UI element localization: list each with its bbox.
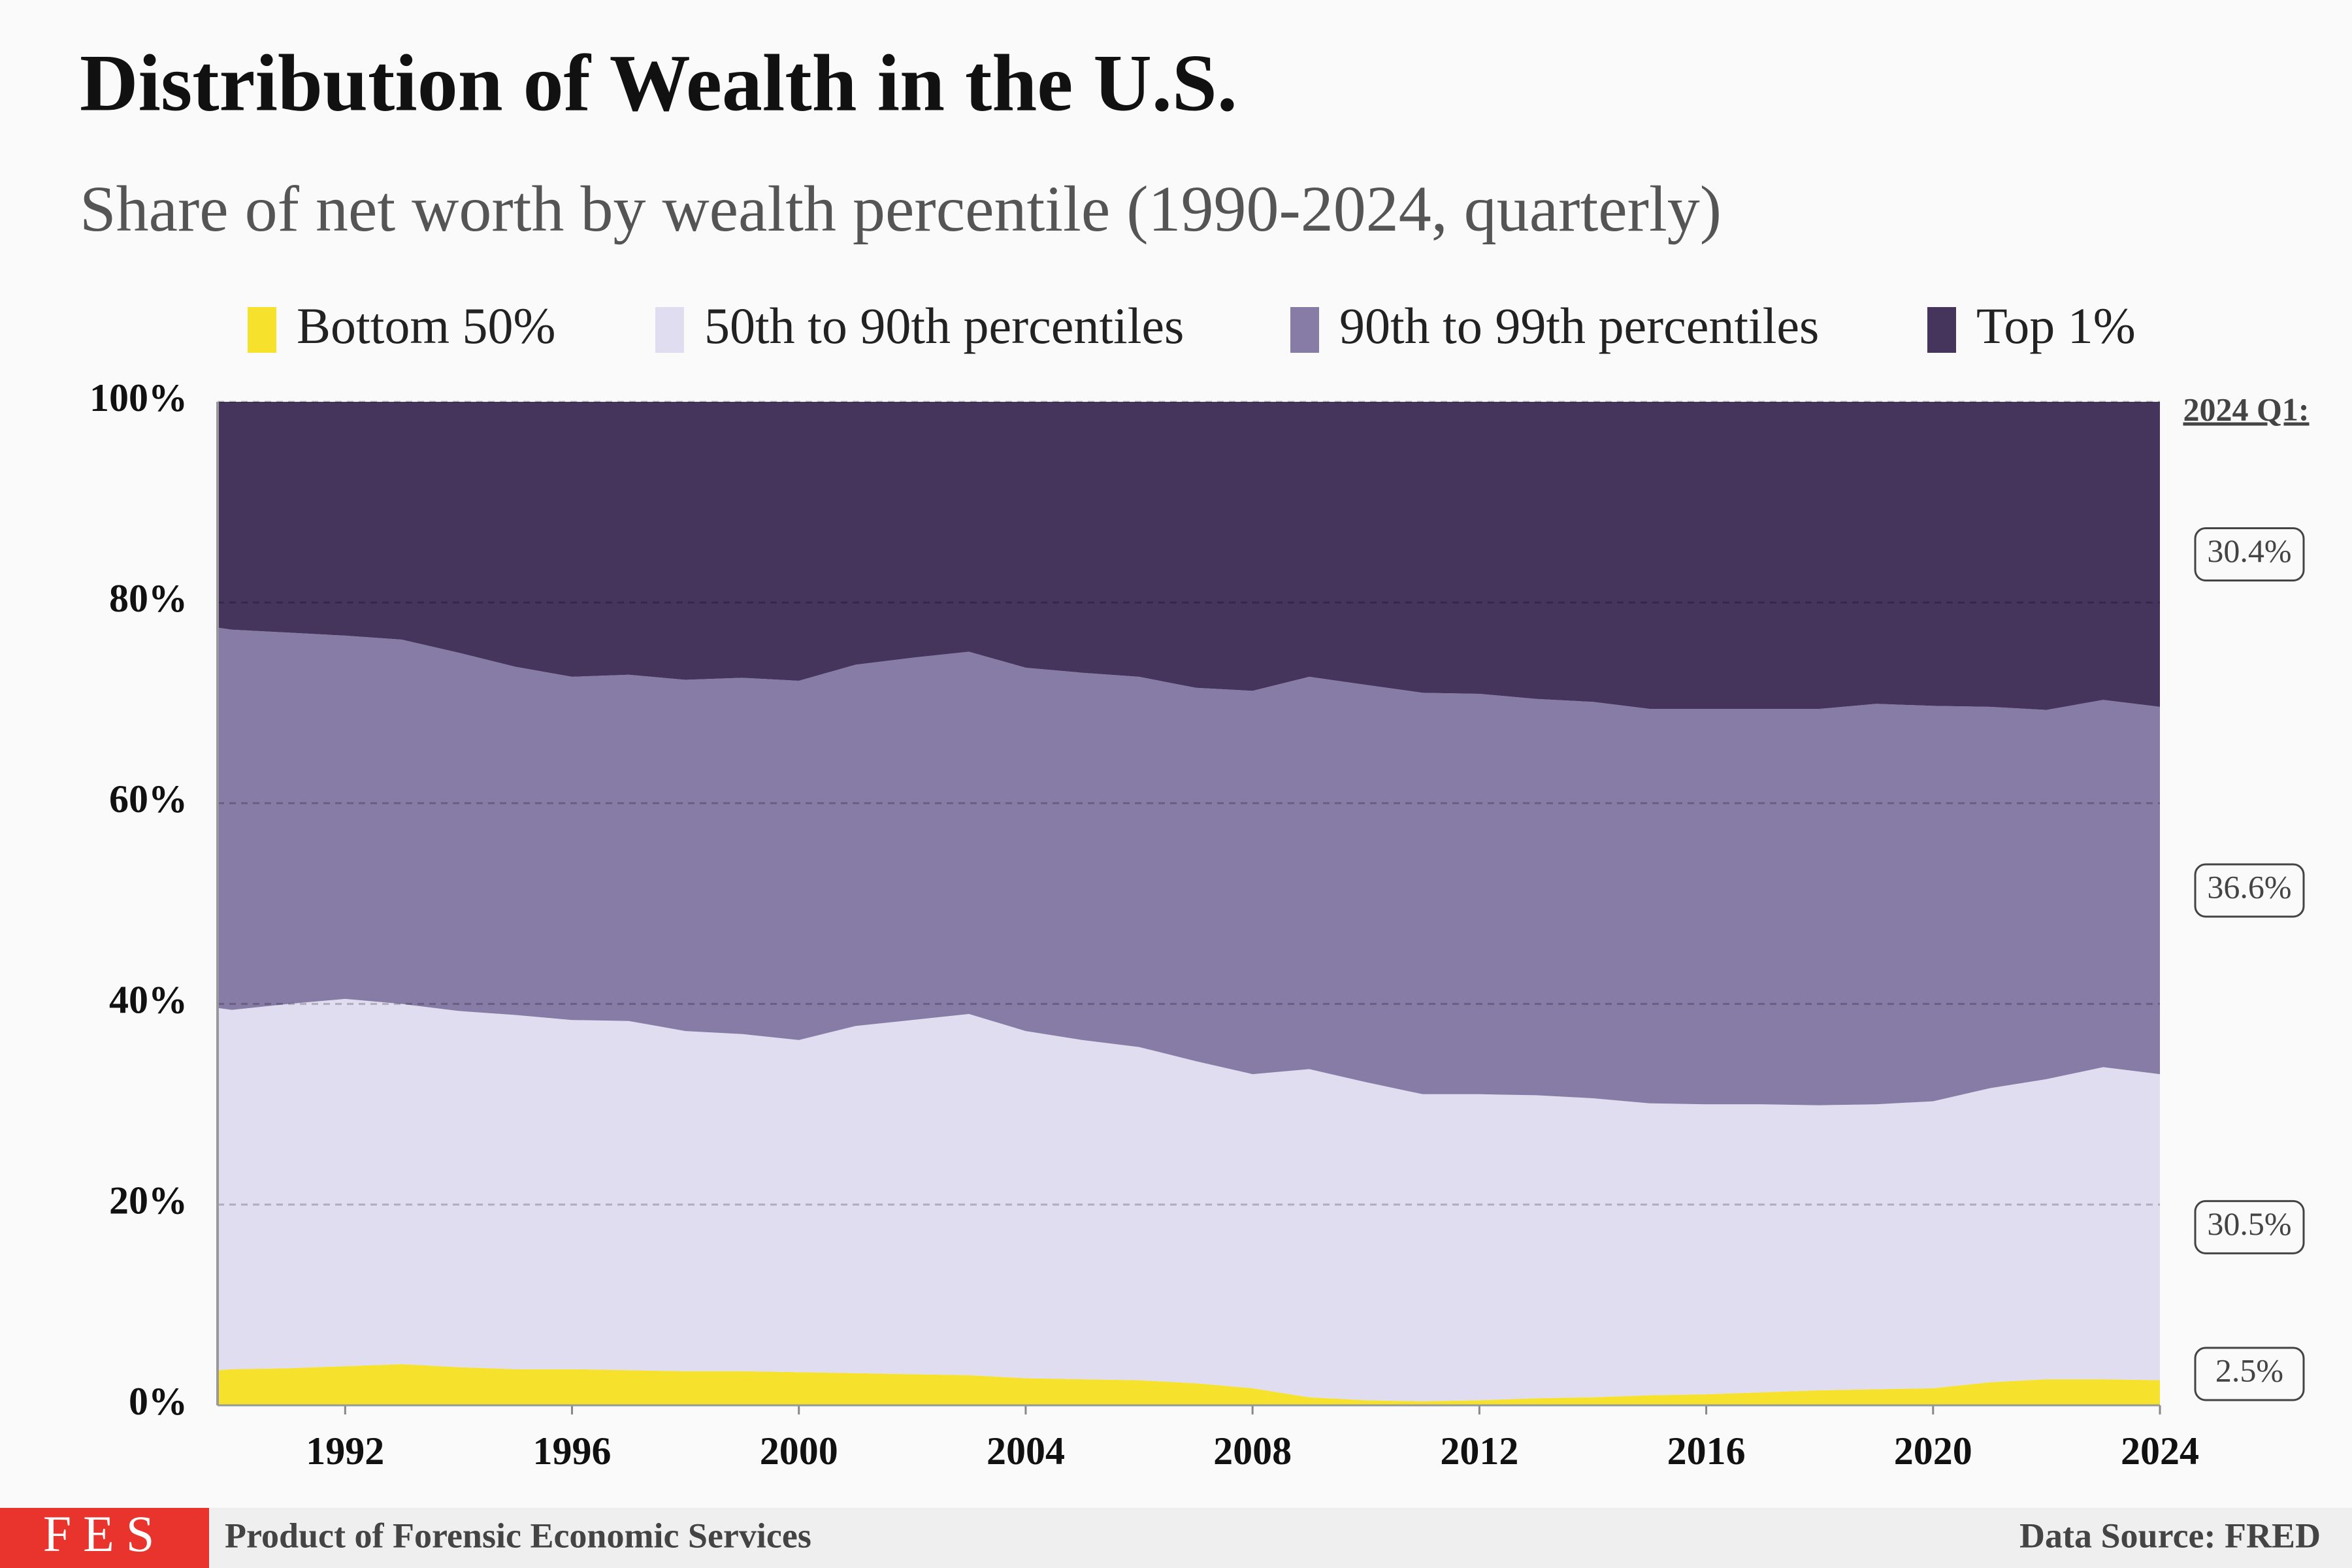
area [218, 1364, 2160, 1405]
y-tick-label: 40% [109, 978, 188, 1021]
x-tick-label: 2008 [1213, 1429, 1292, 1473]
credit: Product of Forensic Economic Services [225, 1516, 811, 1555]
source: Data Source: FRED [2019, 1516, 2321, 1555]
y-tick-label: 60% [109, 777, 188, 821]
end-label: 36.6% [2207, 869, 2291, 906]
y-tick-label: 0% [129, 1380, 188, 1423]
end-label-title: 2024 Q1: [2183, 391, 2309, 427]
area [218, 402, 2160, 710]
legend-label: 50th to 90th percentiles [704, 297, 1184, 354]
y-tick-label: 20% [109, 1179, 188, 1222]
x-tick-label: 2024 [2121, 1429, 2199, 1473]
footer-band [0, 1508, 2352, 1568]
x-tick-label: 2020 [1894, 1429, 1972, 1473]
x-tick-label: 2004 [987, 1429, 1065, 1473]
x-tick-label: 1996 [533, 1429, 612, 1473]
end-label: 30.5% [2207, 1205, 2291, 1242]
legend-swatch [655, 307, 684, 353]
end-label-box [2194, 1200, 2305, 1254]
area [218, 998, 2160, 1401]
chart-title: Distribution of Wealth in the U.S. [80, 38, 1237, 127]
x-tick-label: 1992 [306, 1429, 384, 1473]
x-tick-label: 2016 [1667, 1429, 1746, 1473]
logo-box [0, 1508, 209, 1568]
x-tick-label: 2012 [1440, 1429, 1518, 1473]
legend-swatch [1927, 307, 1956, 353]
legend-swatch [1290, 307, 1319, 353]
chart-subtitle: Share of net worth by wealth percentile … [80, 172, 1722, 245]
end-label: 30.4% [2207, 532, 2291, 569]
end-label-box [2194, 1347, 2305, 1401]
legend-label: 90th to 99th percentiles [1339, 297, 1819, 354]
end-label-box [2194, 863, 2305, 918]
end-label: 2.5% [2215, 1352, 2283, 1388]
end-label-box [2194, 527, 2305, 581]
legend-label: Top 1% [1976, 297, 2136, 354]
logo: FES [43, 1505, 166, 1562]
legend-label: Bottom 50% [297, 297, 556, 354]
x-tick-label: 2000 [760, 1429, 838, 1473]
y-tick-label: 80% [109, 577, 188, 620]
legend-swatch [248, 307, 276, 353]
y-tick-label: 100% [90, 376, 188, 419]
area [218, 627, 2160, 1105]
